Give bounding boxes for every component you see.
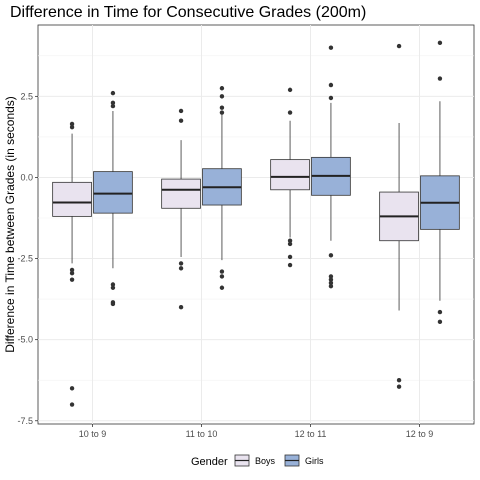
outlier-point <box>110 90 116 96</box>
box-girls-0 <box>93 90 133 307</box>
box-iqr <box>270 159 310 191</box>
box-girls-1 <box>202 86 242 290</box>
outlier-point <box>219 285 225 290</box>
outlier-point <box>328 283 334 289</box>
outlier-point <box>287 254 293 260</box>
outlier-point <box>110 100 116 106</box>
outlier-point <box>110 103 116 109</box>
outlier-point <box>69 267 75 273</box>
outlier-point <box>287 238 293 243</box>
y-axis-title: Difference in Time between Grades (in se… <box>3 96 17 353</box>
legend-label-girls: Girls <box>305 456 324 466</box>
outlier-point <box>110 282 116 287</box>
box-group <box>52 40 460 407</box>
outlier-point <box>328 95 334 101</box>
outlier-point <box>287 110 293 115</box>
y-tick-label: 0.0 <box>20 172 33 182</box>
legend-title: Gender <box>191 456 228 468</box>
chart-title: Difference in Time for Consecutive Grade… <box>10 4 366 21</box>
outlier-point <box>328 274 334 279</box>
outlier-point <box>396 384 402 389</box>
outlier-point <box>328 253 334 258</box>
outlier-point <box>287 87 293 93</box>
outlier-point <box>328 82 334 88</box>
box-boys-3 <box>379 43 419 389</box>
outlier-point <box>69 386 75 391</box>
outlier-point <box>396 43 402 49</box>
box-girls-3 <box>420 40 460 325</box>
box-iqr <box>52 181 92 217</box>
y-tick-label: -7.5 <box>17 416 33 426</box>
y-tick-label: 2.5 <box>20 91 33 101</box>
outlier-point <box>110 301 116 307</box>
outlier-point <box>69 270 75 276</box>
outlier-point <box>219 110 225 115</box>
outlier-point <box>178 266 184 271</box>
outlier-point <box>178 108 184 114</box>
y-tick-label: -5.0 <box>17 335 33 345</box>
outlier-point <box>219 274 225 279</box>
outlier-point <box>287 241 293 247</box>
outlier-point <box>69 121 75 127</box>
outlier-point <box>437 319 443 325</box>
outlier-point <box>219 94 225 99</box>
outlier-point <box>328 277 334 282</box>
legend: Gender Boys Girls <box>191 454 324 468</box>
outlier-point <box>178 261 184 266</box>
x-tick-label: 11 to 10 <box>186 429 218 439</box>
outlier-point <box>69 277 75 282</box>
outlier-point <box>219 105 225 110</box>
outlier-point <box>437 40 443 46</box>
outlier-point <box>328 45 334 50</box>
outlier-point <box>328 280 334 286</box>
outlier-point <box>396 378 402 383</box>
outlier-point <box>437 309 443 315</box>
legend-label-boys: Boys <box>255 456 276 466</box>
box-iqr <box>93 171 133 214</box>
x-tick-label: 10 to 9 <box>79 429 107 439</box>
outlier-point <box>69 124 75 130</box>
outlier-point <box>219 269 225 274</box>
outlier-point <box>219 86 225 91</box>
outlier-point <box>110 285 116 290</box>
outlier-point <box>69 402 75 407</box>
box-boys-1 <box>161 108 201 310</box>
gridlines <box>38 25 474 424</box>
box-iqr <box>161 178 201 209</box>
outlier-point <box>287 262 293 268</box>
axis-ticks: 2.5 0.0 -2.5 -5.0 -7.5 10 to 9 11 to 10 12 to 1… <box>17 91 433 439</box>
box-boys-0 <box>52 121 92 407</box>
plot-area: 2.5 0.0 -2.5 -5.0 -7.5 10 to 9 11 to 10 12 to 1… <box>17 24 475 439</box>
outlier-point <box>178 118 184 123</box>
x-tick-label: 12 to 9 <box>406 429 434 439</box>
box-boys-2 <box>270 87 310 268</box>
outlier-point <box>178 305 184 310</box>
x-tick-label: 12 to 11 <box>295 429 327 439</box>
outlier-point <box>437 76 443 81</box>
box-girls-2 <box>311 45 351 289</box>
y-tick-label: -2.5 <box>17 254 33 264</box>
